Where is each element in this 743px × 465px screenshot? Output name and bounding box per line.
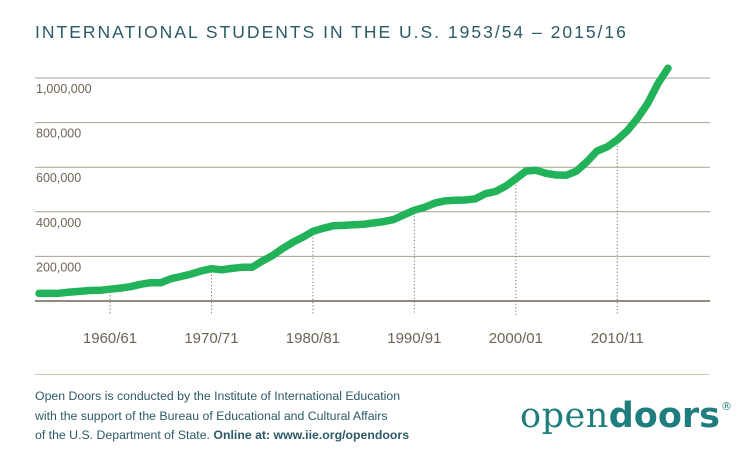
y-tick-label: 400,000 xyxy=(36,216,81,230)
x-tick-label: 1970/71 xyxy=(184,330,238,347)
series-line-international-students xyxy=(35,64,672,298)
footnote-line-3-text: of the U.S. Department of State. xyxy=(35,428,214,442)
registered-mark: ® xyxy=(720,400,733,413)
footer-divider xyxy=(35,374,709,375)
y-tick-label: 200,000 xyxy=(36,260,81,274)
y-tick-label: 600,000 xyxy=(36,171,81,185)
x-tick-label: 2010/11 xyxy=(591,330,644,347)
logo-part-open: open xyxy=(520,396,609,436)
logo-part-doors: doors xyxy=(608,396,720,436)
y-tick-label: 1,000,000 xyxy=(36,82,92,96)
opendoors-logo: opendoors® xyxy=(520,396,732,436)
footnote-line-1: Open Doors is conducted by the Institute… xyxy=(35,389,401,403)
footnote-website: Online at: www.iie.org/opendoors xyxy=(213,428,410,442)
series-layer xyxy=(35,64,672,298)
x-tick-label: 2000/01 xyxy=(489,330,543,347)
footnote-line-2: with the support of the Bureau of Educat… xyxy=(35,408,388,423)
x-tick-label: 1980/81 xyxy=(286,330,340,347)
x-tick-label: 1960/61 xyxy=(83,330,137,347)
y-tick-label: 800,000 xyxy=(36,127,81,141)
footnote: Open Doors is conducted by the Institute… xyxy=(35,387,415,446)
x-axis-ticks: 1960/61 1970/71 1980/81 1990/91 2000/01 2010/… xyxy=(83,145,644,347)
chart-title: INTERNATIONAL STUDENTS IN THE U.S. 1953/… xyxy=(35,22,628,42)
y-axis-ticks: 200,000 400,000 600,000 800,000 1,000,000 xyxy=(36,82,92,274)
x-tick-label: 1990/91 xyxy=(387,330,441,347)
footnote-line-3: of the U.S. Department of State. Online … xyxy=(35,426,415,446)
gridlines xyxy=(35,77,710,302)
